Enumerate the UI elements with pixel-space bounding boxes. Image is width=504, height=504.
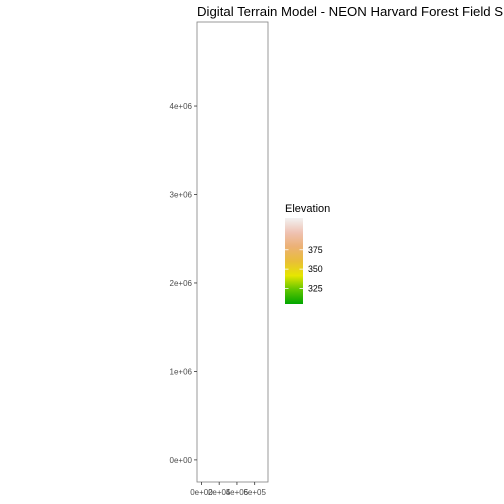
legend-colorbar: [285, 218, 303, 304]
legend-tick-label: 350: [308, 264, 323, 274]
x-tick-label: 6e+05: [243, 488, 266, 497]
chart-title: Digital Terrain Model - NEON Harvard For…: [197, 4, 504, 19]
y-tick-label: 2e+06: [170, 279, 193, 288]
x-tick-label: 0e+00: [190, 488, 213, 497]
y-axis: 0e+00 1e+06 2e+06 3e+06 4e+06: [170, 102, 197, 465]
x-tick-label: 2e+05: [208, 488, 231, 497]
plot-panel: [196, 21, 269, 483]
legend-tick-label: 325: [308, 284, 323, 294]
x-tick-label: 4e+05: [226, 488, 249, 497]
legend-tick-label: 375: [308, 245, 323, 255]
legend: Elevation 325 350 375: [285, 203, 330, 304]
y-tick-label: 0e+00: [170, 456, 193, 465]
y-tick-label: 1e+06: [170, 367, 193, 376]
y-tick-label: 3e+06: [170, 191, 193, 200]
legend-title: Elevation: [285, 203, 330, 215]
y-tick-label: 4e+06: [170, 102, 193, 111]
legend-ticks: 325 350 375: [285, 245, 323, 294]
